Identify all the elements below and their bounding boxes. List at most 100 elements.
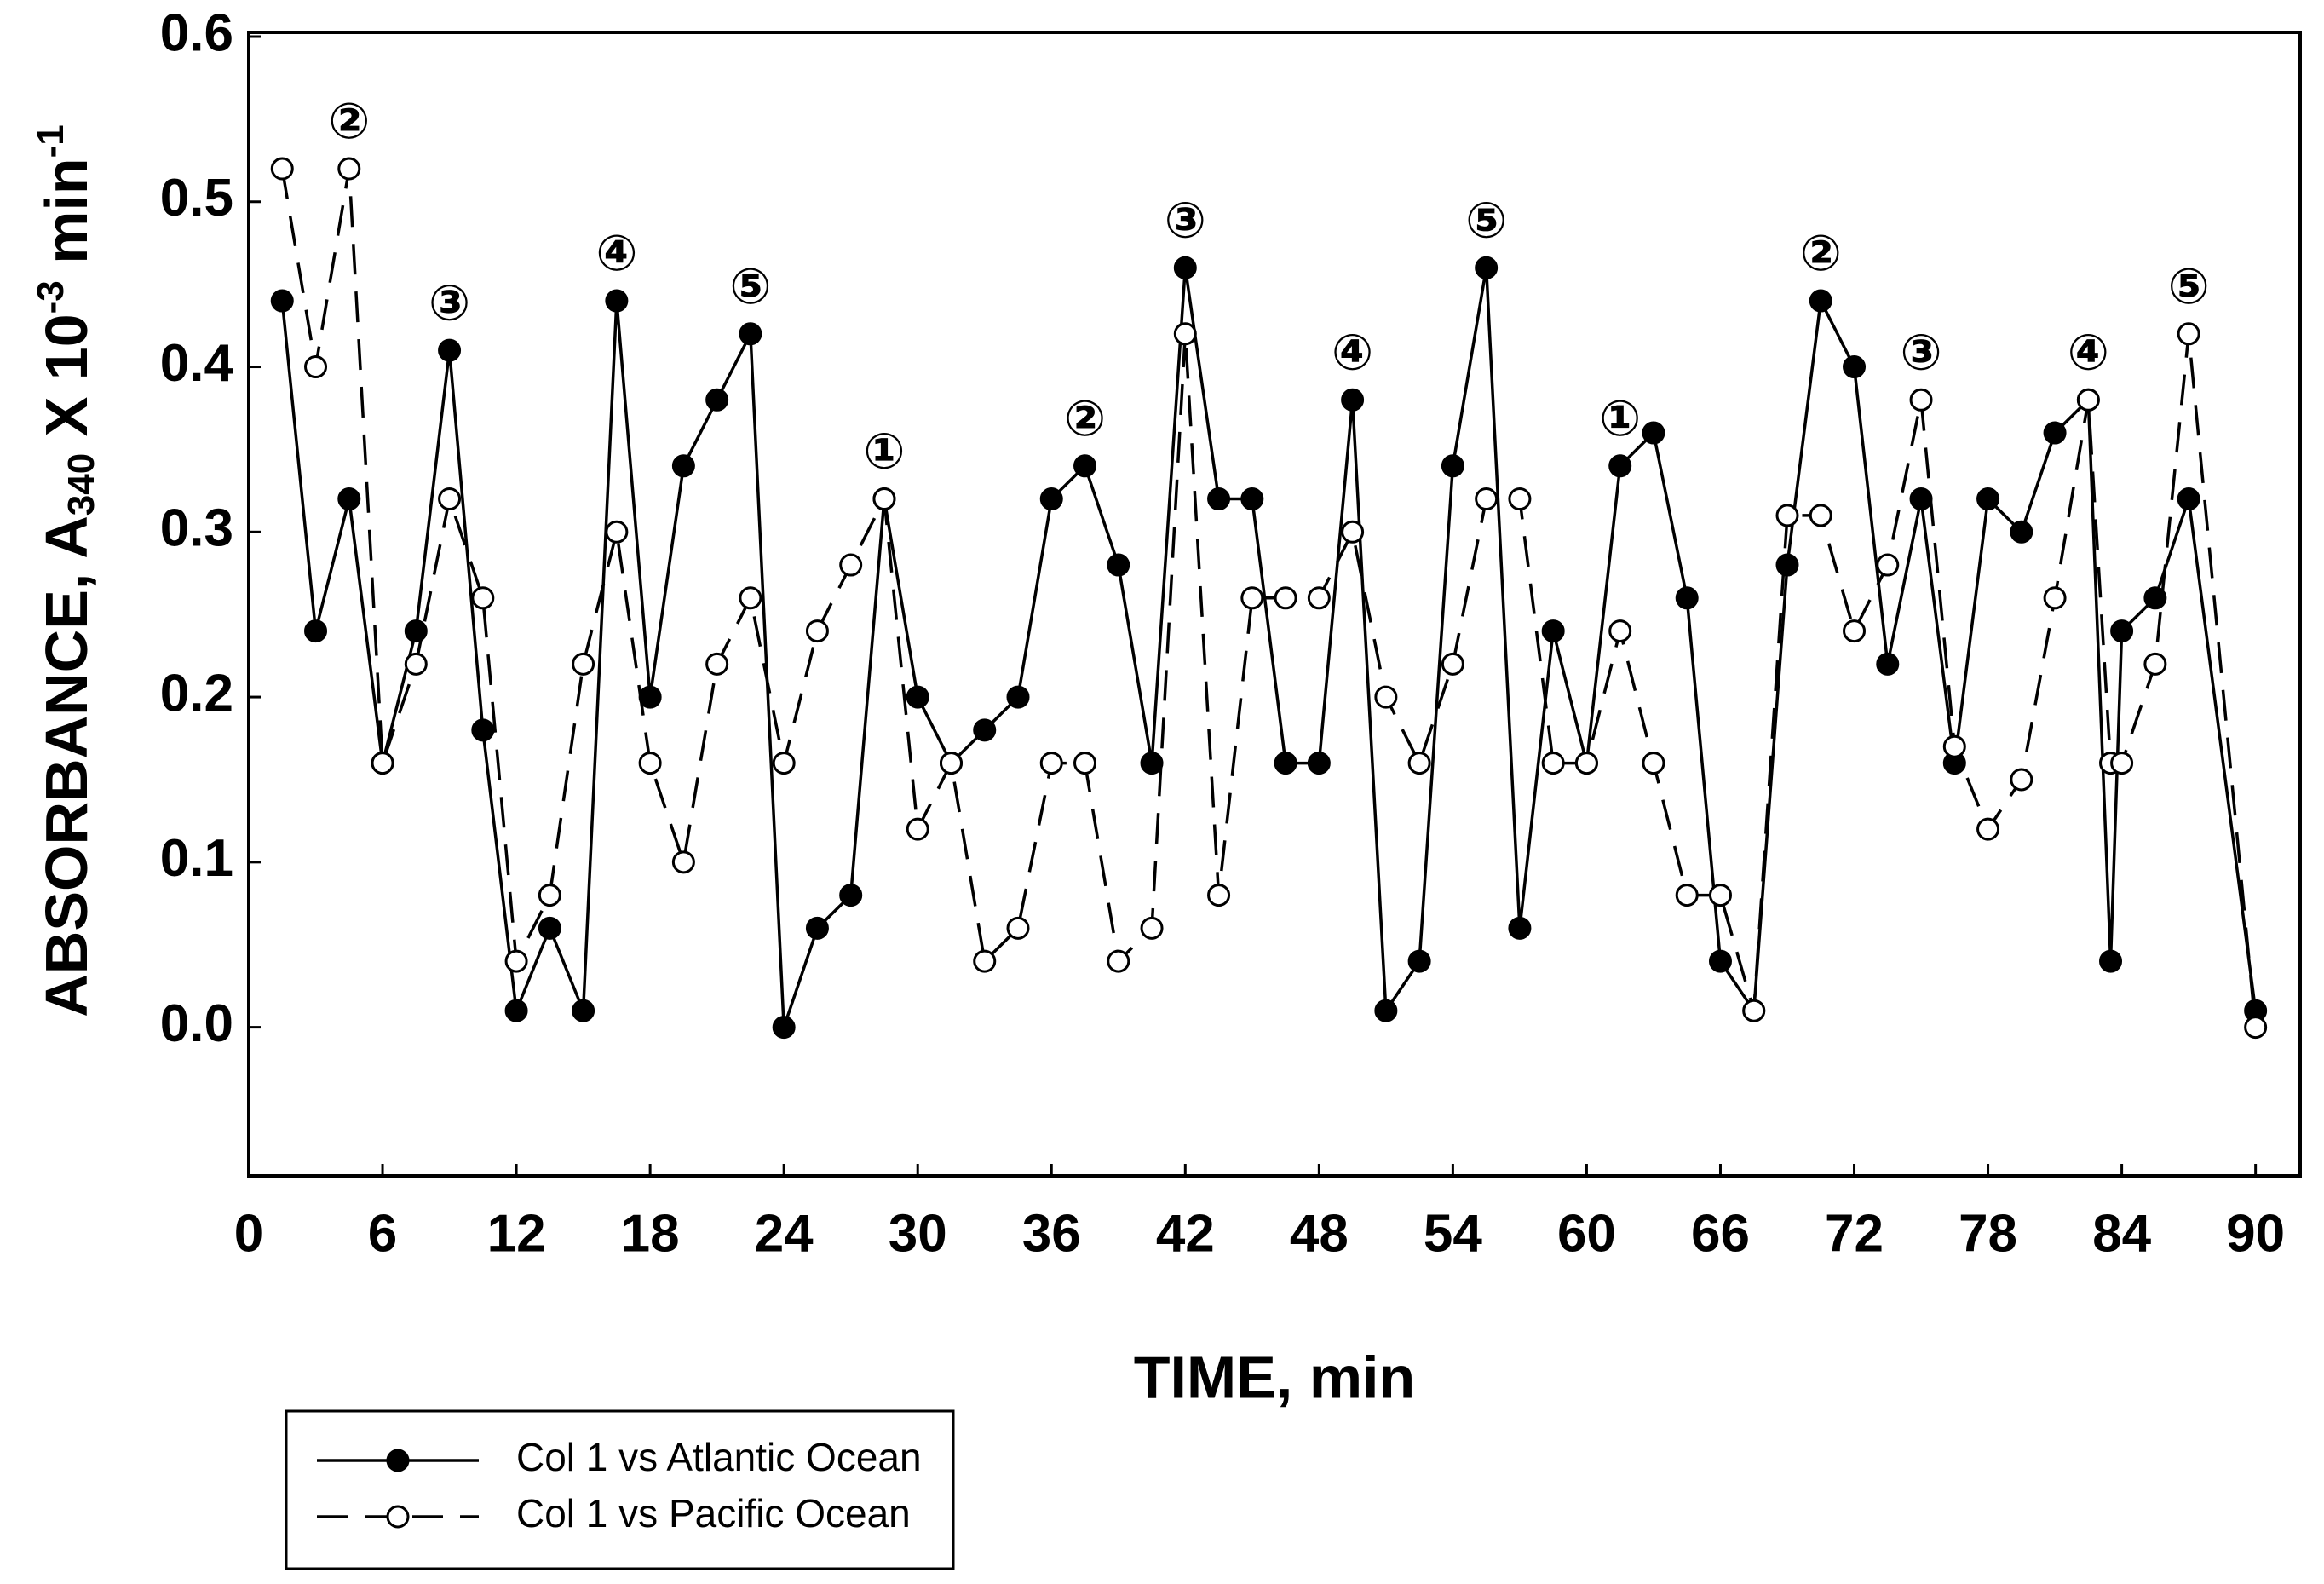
annotation: ② xyxy=(1800,224,1842,282)
data-point xyxy=(605,520,629,544)
data-point xyxy=(1475,256,1499,279)
data-point xyxy=(1374,685,1398,709)
data-point xyxy=(1006,916,1030,940)
annotation: ③ xyxy=(1900,323,1941,381)
data-point xyxy=(504,999,528,1022)
data-point xyxy=(1541,619,1565,643)
data-point xyxy=(371,752,394,775)
data-point xyxy=(906,685,929,709)
data-point xyxy=(2143,652,2167,676)
data-point xyxy=(739,322,762,346)
data-point xyxy=(2110,619,2134,643)
data-point xyxy=(1942,734,1966,758)
legend-marker xyxy=(386,1449,410,1472)
data-point xyxy=(1909,388,1933,412)
data-point xyxy=(705,652,729,676)
annotation: ② xyxy=(328,92,370,150)
data-point xyxy=(1574,752,1598,775)
data-point xyxy=(1006,685,1030,709)
data-point xyxy=(1173,322,1197,346)
data-point xyxy=(2244,1016,2268,1040)
data-point xyxy=(1909,487,1933,511)
data-point xyxy=(1541,752,1565,775)
data-point xyxy=(705,388,729,412)
data-point xyxy=(1976,487,2000,511)
data-point xyxy=(2143,586,2167,610)
plot-frame xyxy=(247,31,2302,1178)
x-tick-label: 24 xyxy=(755,1204,814,1263)
data-point xyxy=(1274,752,1297,775)
data-point xyxy=(1708,884,1732,907)
data-point xyxy=(1407,752,1431,775)
data-point xyxy=(839,884,863,907)
data-point xyxy=(2010,768,2034,792)
data-point xyxy=(1274,586,1297,610)
data-point xyxy=(1475,487,1499,511)
data-point xyxy=(1441,652,1464,676)
data-point xyxy=(270,289,294,313)
y-tick-label: 0.4 xyxy=(160,334,234,393)
data-point xyxy=(504,949,528,973)
data-point xyxy=(572,652,595,676)
data-point xyxy=(1039,487,1063,511)
data-point xyxy=(805,916,829,940)
data-point xyxy=(1608,454,1632,478)
data-point xyxy=(1876,553,1900,577)
annotation: ⑤ xyxy=(2168,257,2210,315)
data-point xyxy=(1307,586,1331,610)
x-tick-label: 30 xyxy=(889,1204,947,1263)
y-tick-label: 0.0 xyxy=(160,994,233,1053)
data-point xyxy=(973,718,997,742)
data-point xyxy=(1441,454,1464,478)
y-label-part: min xyxy=(33,158,100,280)
x-tick-label: 54 xyxy=(1424,1204,1482,1263)
data-point xyxy=(1107,949,1130,973)
y-tick-label: 0.1 xyxy=(160,829,233,888)
y-axis-label: ABSORBANCE, A340 X 10-3 min-1 xyxy=(30,124,102,1017)
data-point xyxy=(2177,322,2200,346)
x-tick-label: 84 xyxy=(2092,1204,2151,1263)
annotation: ② xyxy=(1064,389,1106,447)
data-point xyxy=(1140,752,1164,775)
data-point xyxy=(1708,949,1732,973)
data-point xyxy=(1809,504,1832,527)
y-label-part: ABSORBANCE, A xyxy=(33,516,100,1017)
legend-label: Col 1 vs Pacific Ocean xyxy=(516,1491,911,1535)
data-point xyxy=(1843,355,1867,379)
data-point xyxy=(1207,487,1231,511)
data-point xyxy=(1240,586,1264,610)
data-point xyxy=(438,487,462,511)
data-point xyxy=(2043,586,2067,610)
annotation: ④ xyxy=(1332,323,1373,381)
data-point xyxy=(1642,752,1665,775)
data-point xyxy=(1173,256,1197,279)
data-point xyxy=(538,916,561,940)
data-point xyxy=(404,652,428,676)
data-point xyxy=(2177,487,2200,511)
data-point xyxy=(2110,752,2134,775)
data-point xyxy=(805,619,829,643)
data-point xyxy=(1207,884,1231,907)
data-point xyxy=(1642,421,1665,445)
legend-label: Col 1 vs Atlantic Ocean xyxy=(516,1435,922,1479)
data-point xyxy=(404,619,428,643)
data-point xyxy=(1407,949,1431,973)
data-point xyxy=(1341,520,1365,544)
legend-box xyxy=(285,1409,955,1570)
data-point xyxy=(1140,916,1164,940)
data-point xyxy=(2043,421,2067,445)
y-tick-label: 0.3 xyxy=(160,499,233,558)
annotation: ⑤ xyxy=(1465,191,1507,249)
data-point xyxy=(1240,487,1264,511)
data-point xyxy=(973,949,997,973)
data-point xyxy=(939,752,963,775)
x-tick-label: 72 xyxy=(1825,1204,1884,1263)
data-point xyxy=(872,487,896,511)
data-point xyxy=(638,752,662,775)
y-label-sup: -1 xyxy=(30,124,72,158)
data-point xyxy=(1039,752,1063,775)
x-tick-label: 60 xyxy=(1557,1204,1616,1263)
data-point xyxy=(1876,652,1900,676)
annotation: ③ xyxy=(429,274,470,331)
data-point xyxy=(839,553,863,577)
